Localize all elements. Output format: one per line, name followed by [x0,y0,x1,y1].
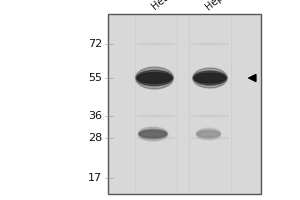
Ellipse shape [140,130,166,138]
Ellipse shape [137,72,172,84]
Ellipse shape [191,115,229,117]
Text: HepG2: HepG2 [204,0,236,12]
Text: HeLa: HeLa [150,0,176,12]
Ellipse shape [136,67,173,89]
Text: 28: 28 [88,133,102,143]
Ellipse shape [139,129,167,139]
Bar [108,14,261,194]
Ellipse shape [196,128,221,140]
Text: 72: 72 [88,39,102,49]
Ellipse shape [137,43,175,45]
Ellipse shape [194,71,226,85]
Ellipse shape [138,127,168,141]
Text: 36: 36 [88,111,102,121]
Ellipse shape [197,130,220,138]
Ellipse shape [193,68,227,88]
Ellipse shape [194,73,226,83]
Ellipse shape [191,43,229,45]
Ellipse shape [137,77,175,79]
Text: 17: 17 [88,173,102,183]
Ellipse shape [197,131,220,137]
Ellipse shape [137,137,175,139]
Ellipse shape [136,70,172,86]
Ellipse shape [191,77,229,79]
Text: 55: 55 [88,73,102,83]
Ellipse shape [137,115,175,117]
Ellipse shape [191,137,229,139]
